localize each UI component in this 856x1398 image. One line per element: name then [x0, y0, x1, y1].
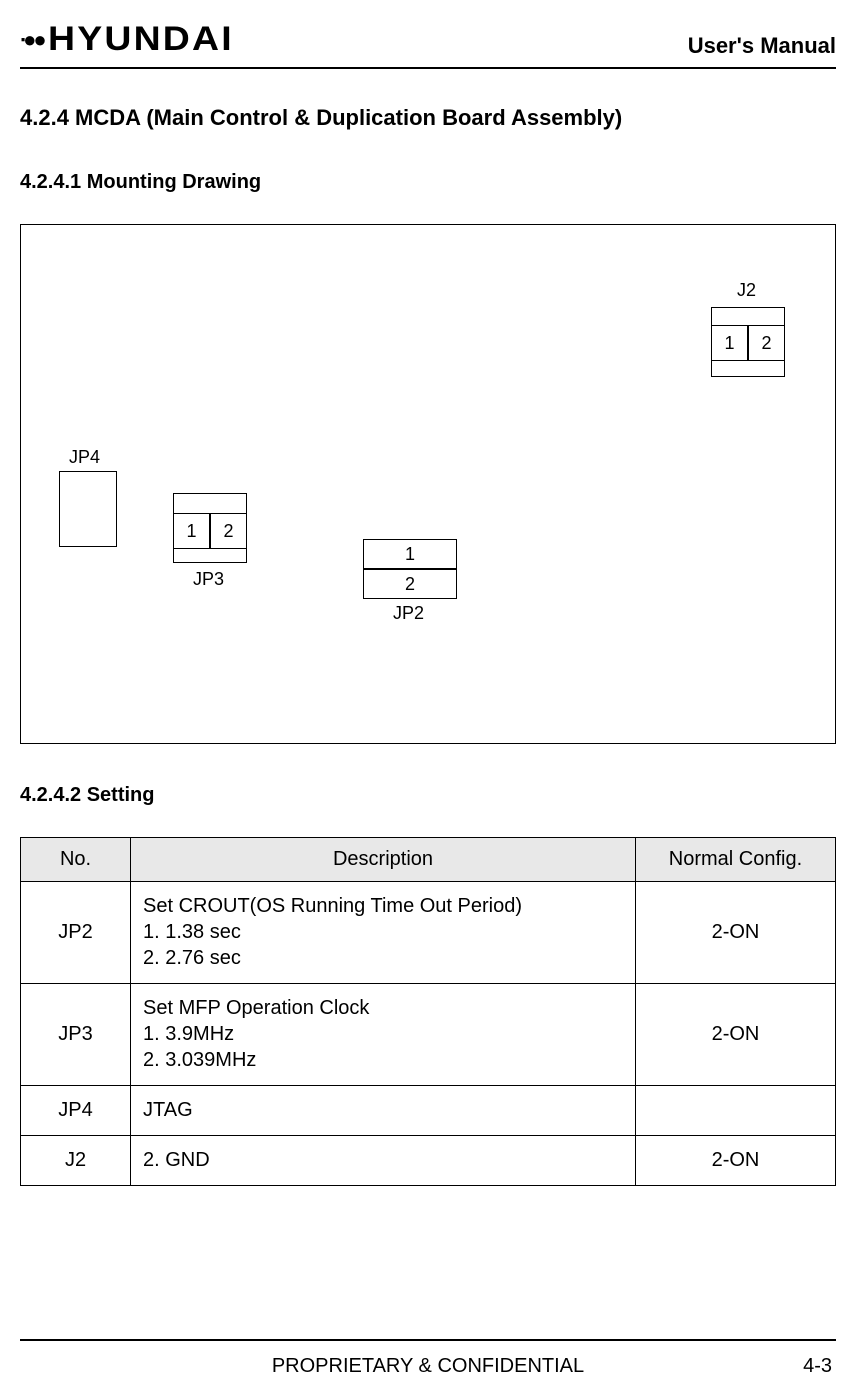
cell-desc: Set CROUT(OS Running Time Out Period) 1.… [131, 882, 636, 984]
table-row: JP2 Set CROUT(OS Running Time Out Period… [21, 882, 836, 984]
desc-line: 2. GND [143, 1149, 623, 1172]
jp3-pin1: 1 [173, 513, 210, 549]
j2-pin2: 2 [748, 325, 785, 361]
cell-config: 2-ON [636, 1136, 836, 1186]
manual-title: User's Manual [688, 33, 836, 59]
page-number: 4-3 [803, 1355, 832, 1378]
table-row: JP4 JTAG [21, 1086, 836, 1136]
cell-no: J2 [21, 1136, 131, 1186]
j2-pin1: 1 [711, 325, 748, 361]
th-no: No. [21, 838, 131, 882]
logo-dots-icon: ∙●● [20, 29, 44, 51]
header: ∙●● HYUNDAI User's Manual [20, 20, 836, 69]
logo: ∙●● HYUNDAI [20, 20, 217, 59]
desc-line: 2. 3.039MHz [143, 1049, 623, 1072]
table-row: JP3 Set MFP Operation Clock 1. 3.9MHz 2.… [21, 984, 836, 1086]
cell-config [636, 1086, 836, 1136]
mounting-drawing: J2 1 2 JP4 1 2 JP3 1 2 JP2 [20, 224, 836, 744]
cell-no: JP4 [21, 1086, 131, 1136]
jp4-box [59, 471, 117, 547]
desc-line: Set MFP Operation Clock [143, 997, 623, 1020]
jp3-label: JP3 [193, 569, 224, 590]
cell-desc: Set MFP Operation Clock 1. 3.9MHz 2. 3.0… [131, 984, 636, 1086]
jp3-pin2: 2 [210, 513, 247, 549]
cell-desc: 2. GND [131, 1136, 636, 1186]
th-config: Normal Config. [636, 838, 836, 882]
desc-line: 1. 1.38 sec [143, 921, 623, 944]
subsection-setting: 4.2.4.2 Setting [20, 784, 836, 807]
cell-config: 2-ON [636, 882, 836, 984]
jp2-pin1: 1 [363, 539, 457, 569]
jp2-pin2: 2 [363, 569, 457, 599]
footer-text: PROPRIETARY & CONFIDENTIAL [272, 1355, 584, 1378]
footer: PROPRIETARY & CONFIDENTIAL 4-3 [20, 1339, 836, 1398]
cell-no: JP2 [21, 882, 131, 984]
section-heading: 4.2.4 MCDA (Main Control & Duplication B… [20, 105, 836, 131]
th-desc: Description [131, 838, 636, 882]
desc-line: 2. 2.76 sec [143, 947, 623, 970]
jp2-label: JP2 [393, 603, 424, 624]
desc-line: JTAG [143, 1099, 623, 1122]
desc-line: 1. 3.9MHz [143, 1023, 623, 1046]
cell-config: 2-ON [636, 984, 836, 1086]
cell-desc: JTAG [131, 1086, 636, 1136]
subsection-drawing: 4.2.4.1 Mounting Drawing [20, 171, 836, 194]
desc-line: Set CROUT(OS Running Time Out Period) [143, 895, 623, 918]
page: ∙●● HYUNDAI User's Manual 4.2.4 MCDA (Ma… [0, 0, 856, 1398]
jp4-label: JP4 [69, 447, 100, 468]
logo-text: HYUNDAI [48, 20, 234, 59]
j2-label: J2 [737, 280, 756, 301]
cell-no: JP3 [21, 984, 131, 1086]
settings-table: No. Description Normal Config. JP2 Set C… [20, 837, 836, 1186]
table-row: J2 2. GND 2-ON [21, 1136, 836, 1186]
table-header-row: No. Description Normal Config. [21, 838, 836, 882]
